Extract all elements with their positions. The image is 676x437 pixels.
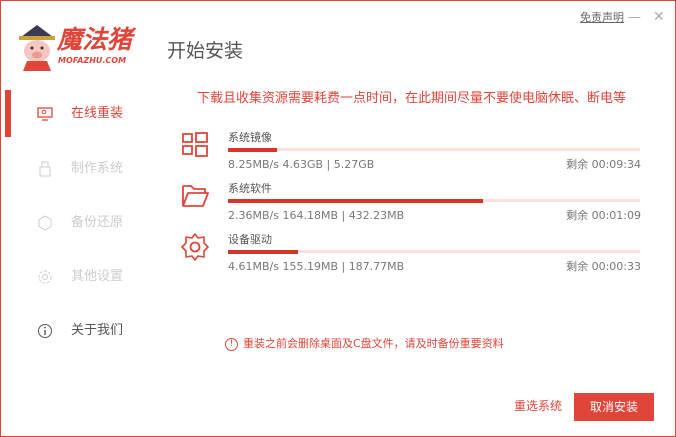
sidebar-item-label: 其他设置 xyxy=(71,269,124,284)
time-remaining: 剩余 00:00:33 xyxy=(566,260,641,273)
logo-domain: MOFAZHU.COM xyxy=(58,56,127,65)
sidebar-item-online-reinstall[interactable]: 在线重装 xyxy=(35,104,123,124)
pig-mascot-logo-icon xyxy=(19,25,55,71)
progress-fill xyxy=(228,249,299,254)
sidebar-item-label: 在线重装 xyxy=(71,106,124,121)
progress-fill xyxy=(228,198,484,203)
download-stats: 2.36MB/s 164.18MB | 432.23MB xyxy=(228,209,405,222)
warning-icon: ! xyxy=(225,337,238,351)
gear-icon xyxy=(35,269,55,285)
windows-icon xyxy=(182,132,208,157)
progress-bar xyxy=(228,249,640,254)
logo-name: 魔法猪 xyxy=(57,25,133,54)
download-item-device-drivers: 设备驱动 4.61MB/s 155.19MB | 187.77MB 剩余 00:… xyxy=(181,233,641,283)
minimize-button[interactable]: — xyxy=(628,10,641,25)
download-stats: 8.25MB/s 4.63GB | 5.27GB xyxy=(228,158,375,171)
sidebar-item-about-us[interactable]: 关于我们 xyxy=(35,321,123,341)
monitor-icon xyxy=(35,106,55,122)
progress-bar xyxy=(228,198,640,203)
sidebar-item-backup-restore[interactable]: 备份还原 xyxy=(35,213,123,233)
download-name: 系统镜像 xyxy=(228,131,272,144)
backup-warning: ! 重装之前会删除桌面及C盘文件，请及时备份重要资料 xyxy=(225,337,504,351)
info-icon xyxy=(35,323,55,339)
disclaimer-link[interactable]: 免责声明 xyxy=(580,11,624,24)
warning-text: 重装之前会删除桌面及C盘文件，请及时备份重要资料 xyxy=(243,337,504,350)
sidebar-item-label: 制作系统 xyxy=(71,161,124,176)
download-notice: 下载且收集资源需要耗费一点时间，在此期间尽量不要使电脑休眠、断电等 xyxy=(197,91,627,106)
time-remaining: 剩余 00:01:09 xyxy=(566,209,641,222)
cancel-install-button[interactable]: 取消安装 xyxy=(574,393,654,421)
download-name: 系统软件 xyxy=(228,182,272,195)
sidebar-item-other-settings[interactable]: 其他设置 xyxy=(35,267,123,287)
close-button[interactable]: ✕ xyxy=(653,9,665,25)
time-remaining: 剩余 00:09:34 xyxy=(566,158,641,171)
backup-icon xyxy=(35,215,55,231)
reselect-system-button[interactable]: 重选系统 xyxy=(514,399,563,413)
download-item-system-image: 系统镜像 8.25MB/s 4.63GB | 5.27GB 剩余 00:09:3… xyxy=(181,131,641,181)
folder-icon xyxy=(182,185,209,207)
sidebar-item-make-system[interactable]: 制作系统 xyxy=(35,159,123,179)
progress-fill xyxy=(228,147,278,152)
download-name: 设备驱动 xyxy=(228,233,272,246)
active-indicator xyxy=(5,90,11,137)
gear-icon xyxy=(181,233,209,261)
download-stats: 4.61MB/s 155.19MB | 187.77MB xyxy=(228,260,405,273)
usb-icon xyxy=(35,161,55,177)
page-title: 开始安装 xyxy=(167,40,244,62)
download-item-system-software: 系统软件 2.36MB/s 164.18MB | 432.23MB 剩余 00:… xyxy=(181,182,641,232)
sidebar-item-label: 备份还原 xyxy=(71,215,124,230)
progress-bar xyxy=(228,147,640,152)
sidebar-item-label: 关于我们 xyxy=(71,323,124,338)
